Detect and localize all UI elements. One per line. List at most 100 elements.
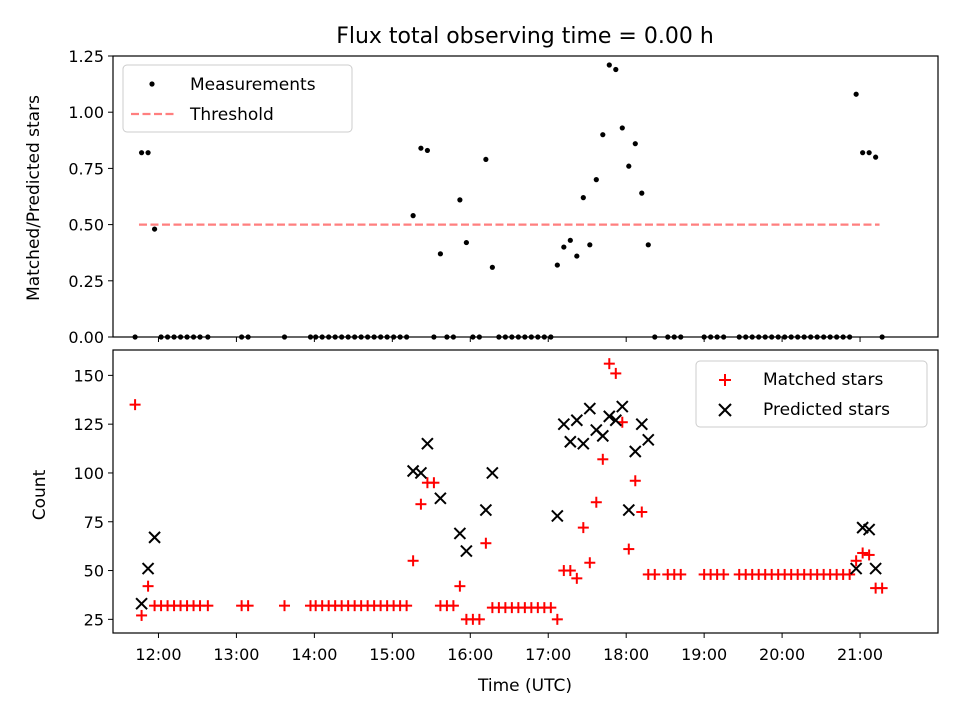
- measurement-point: [404, 334, 410, 340]
- predicted-stars-point: [479, 503, 493, 517]
- matched-stars-point: [571, 572, 583, 584]
- predicted-stars-point: [564, 435, 577, 448]
- predicted-stars-point: [869, 562, 882, 575]
- predicted-stars-point: [862, 523, 876, 536]
- x-tick-label: 16:00: [447, 645, 493, 664]
- measurement-point: [326, 334, 332, 340]
- x-tick-label: 13:00: [213, 645, 259, 664]
- measurement-point: [391, 334, 397, 340]
- measurement-point: [431, 334, 437, 340]
- legend-predicted-label: Predicted stars: [763, 400, 890, 420]
- x-tick-label: 17:00: [525, 645, 571, 664]
- measurement-point: [639, 190, 645, 196]
- measurement-point: [515, 334, 521, 340]
- predicted-stars-point: [460, 544, 473, 558]
- bottom-y-axis-label: Count: [30, 469, 50, 520]
- measurement-point: [418, 145, 424, 151]
- matched-stars-point: [863, 549, 875, 561]
- measurement-point: [410, 213, 416, 219]
- measurement-point: [587, 242, 593, 248]
- measurement-point: [821, 334, 827, 340]
- predicted-stars-point: [551, 509, 564, 523]
- top-y-tick-label: 0.00: [68, 328, 104, 347]
- matched-stars-point: [129, 399, 141, 411]
- matched-stars-point: [407, 555, 419, 567]
- x-tick-label: 18:00: [603, 645, 649, 664]
- measurement-point: [541, 334, 547, 340]
- measurement-point: [522, 334, 528, 340]
- measurement-point: [158, 334, 164, 340]
- measurement-point: [749, 334, 755, 340]
- measurement-point: [138, 150, 145, 156]
- matched-stars-point: [447, 600, 459, 612]
- legend-matched-label: Matched stars: [763, 370, 883, 390]
- predicted-stars-point: [434, 492, 447, 505]
- measurement-point: [365, 334, 371, 340]
- measurement-point: [509, 334, 515, 340]
- bottom-plot: 25 50 75 100 125 150 12:00 13:00 14:00 15:00 16:00…: [73, 349, 939, 664]
- matched-stars-point: [844, 568, 856, 580]
- measurement-point: [626, 163, 632, 169]
- measurement-point: [332, 334, 338, 340]
- bottom-y-tick-label: 50: [84, 562, 104, 581]
- x-tick-label: 20:00: [759, 645, 805, 664]
- predicted-stars-point: [603, 410, 616, 423]
- matched-stars-point: [590, 496, 602, 508]
- measurement-point: [281, 334, 288, 340]
- predicted-stars-point: [635, 417, 648, 431]
- measurement-point: [834, 334, 840, 340]
- measurement-point: [678, 334, 684, 340]
- matched-stars-point: [603, 358, 615, 370]
- matched-stars-point: [142, 580, 154, 592]
- matched-stars-point: [473, 613, 485, 625]
- predicted-stars-point: [570, 414, 584, 427]
- measurement-point: [762, 334, 768, 340]
- measurement-point: [714, 334, 720, 340]
- measurement-point: [483, 156, 489, 163]
- bottom-legend: Matched stars Predicted stars: [695, 360, 928, 428]
- predicted-stars-point: [486, 466, 499, 480]
- chart-title: Flux total observing time = 0.00 h: [336, 24, 714, 49]
- matched-stars-point: [629, 475, 641, 487]
- predicted-stars-point: [849, 562, 863, 575]
- top-legend: Measurements Threshold: [122, 64, 353, 133]
- measurement-point: [613, 66, 619, 73]
- measurement-point: [457, 197, 463, 203]
- predicted-stars-point: [414, 466, 428, 480]
- predicted-stars-point: [583, 402, 597, 415]
- measurement-point: [652, 334, 658, 340]
- measurement-point: [606, 62, 612, 68]
- legend-threshold-label: Threshold: [189, 105, 274, 125]
- measurement-point: [554, 262, 560, 268]
- matched-stars-point: [401, 600, 413, 612]
- matched-stars-point: [675, 568, 687, 580]
- bottom-legend-box: [695, 360, 928, 428]
- top-y-tick-label: 1.00: [68, 103, 104, 122]
- measurement-point: [775, 334, 781, 340]
- legend-matched-marker: [719, 374, 731, 386]
- measurement-point: [444, 334, 450, 340]
- matched-stars-point: [136, 609, 148, 621]
- matched-stars-point: [597, 453, 609, 465]
- measurement-point: [205, 334, 211, 340]
- measurement-point: [847, 334, 853, 340]
- legend-predicted-marker: [718, 403, 732, 417]
- predicted-stars-point: [609, 414, 623, 427]
- measurement-point: [345, 334, 351, 340]
- measurement-point: [736, 334, 742, 340]
- predicted-stars-point: [596, 429, 610, 443]
- measurement-point: [145, 150, 151, 156]
- bottom-axes-frame: [112, 349, 939, 634]
- measurement-point: [645, 242, 651, 248]
- matched-stars-point: [649, 568, 661, 580]
- legend-measurements-marker: [149, 81, 155, 87]
- measurement-point: [853, 91, 859, 97]
- x-tick-label: 12:00: [135, 645, 181, 664]
- measurement-point: [866, 150, 872, 156]
- measurement-point: [184, 334, 190, 340]
- measurement-point: [632, 141, 638, 147]
- matched-stars-point: [564, 565, 576, 577]
- top-y-tick-label: 0.50: [68, 216, 104, 235]
- measurement-point: [743, 334, 749, 340]
